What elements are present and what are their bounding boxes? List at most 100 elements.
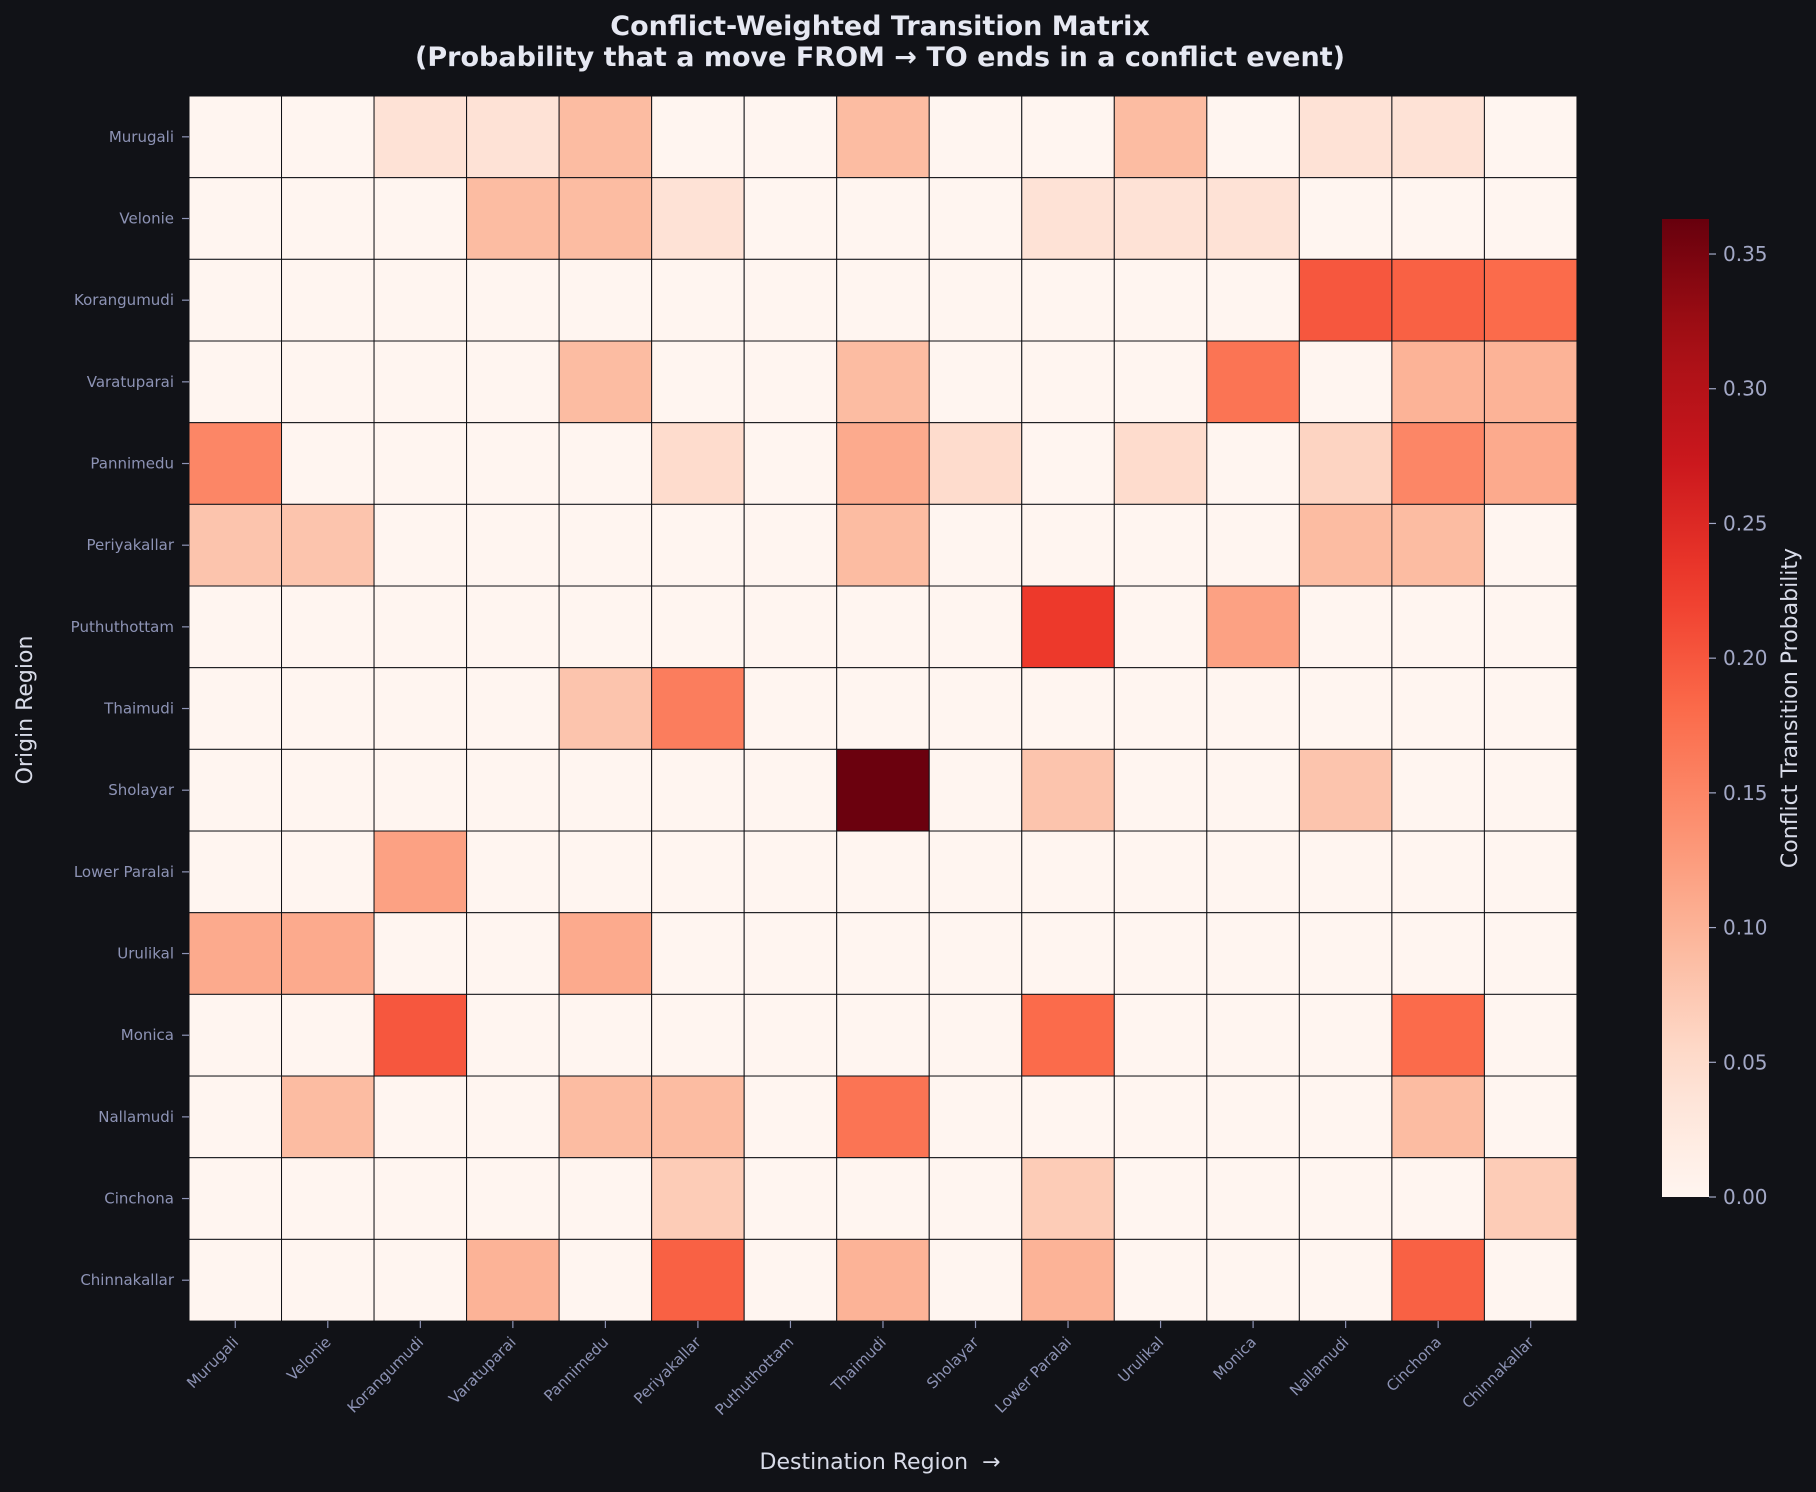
heatmap-cell: [558, 503, 653, 587]
heatmap-cell: [281, 1157, 375, 1240]
heatmap-cell: [1483, 340, 1578, 424]
colorbar-tick-label: 0.00: [1723, 1185, 1768, 1209]
heatmap-cell: [281, 422, 375, 505]
heatmap-cell: [1483, 177, 1578, 260]
heatmap-cell: [836, 177, 930, 260]
heatmap-cell: [281, 95, 375, 179]
heatmap-cell: [281, 830, 375, 914]
colorbar-label: Conflict Transition Probability: [1778, 548, 1803, 868]
heatmap-cell: [836, 585, 930, 669]
heatmap-cell: [743, 95, 838, 179]
heatmap-cell: [1206, 422, 1300, 505]
heatmap-cell: [1391, 95, 1485, 179]
heatmap-cell: [281, 340, 375, 424]
heatmap-cell: [743, 1157, 838, 1240]
heatmap-cell: [651, 667, 745, 750]
heatmap-cell: [558, 340, 653, 424]
heatmap-cell: [836, 1075, 930, 1159]
heatmap-cell: [651, 1075, 745, 1159]
heatmap-cell: [466, 422, 560, 505]
heatmap-cell: [1113, 340, 1208, 424]
heatmap-cell: [1113, 748, 1208, 832]
heatmap-cell: [466, 1238, 560, 1322]
heatmap-cell: [651, 503, 745, 587]
heatmap-cell: [928, 667, 1023, 750]
heatmap-cell: [743, 993, 838, 1077]
heatmap-cell: [188, 585, 283, 669]
heatmap-cell: [651, 830, 745, 914]
heatmap-cell: [1113, 1157, 1208, 1240]
heatmap-cell: [558, 993, 653, 1077]
heatmap-cell: [1113, 95, 1208, 179]
heatmap-cell: [373, 993, 468, 1077]
heatmap-cell: [1113, 912, 1208, 995]
heatmap-cell: [1113, 422, 1208, 505]
heatmap-cell: [1391, 340, 1485, 424]
heatmap-cell: [281, 258, 375, 342]
heatmap-cell: [373, 1157, 468, 1240]
colorbar-tick-label: 0.30: [1723, 377, 1768, 401]
heatmap-cell: [836, 830, 930, 914]
heatmap-cell: [1206, 585, 1300, 669]
heatmap-cell: [1021, 1238, 1115, 1322]
y-axis-ticks: Murugali Velonie Korangumudi Varatuparai Pan…: [71, 128, 189, 1289]
heatmap-cell: [188, 1238, 283, 1322]
y-tick-label: Korangumudi: [74, 291, 174, 309]
heatmap-cell: [836, 1157, 930, 1240]
heatmap-cell: [558, 1238, 653, 1322]
heatmap-cell: [1206, 95, 1300, 179]
heatmap-cell: [373, 422, 468, 505]
heatmap-cell: [281, 993, 375, 1077]
heatmap-cell: [1483, 1238, 1578, 1322]
heatmap-cell: [836, 503, 930, 587]
heatmap-cell: [1206, 993, 1300, 1077]
heatmap-cell: [1391, 1157, 1485, 1240]
heatmap-cell: [188, 258, 283, 342]
heatmap-cell: [1113, 258, 1208, 342]
heatmap-cell: [1113, 503, 1208, 587]
heatmap-cell: [1298, 1238, 1393, 1322]
heatmap-cell: [281, 1075, 375, 1159]
colorbar-tick-label: 0.20: [1723, 646, 1768, 670]
heatmap-cell: [1298, 1075, 1393, 1159]
heatmap-cell: [1298, 748, 1393, 832]
heatmap-cell: [1483, 667, 1578, 750]
heatmap-cell: [1021, 503, 1115, 587]
heatmap-cell: [1483, 830, 1578, 914]
heatmap-cell: [1206, 177, 1300, 260]
heatmap-cell: [281, 667, 375, 750]
heatmap-cell: [836, 993, 930, 1077]
heatmap-cell: [1021, 748, 1115, 832]
heatmap-cell: [1483, 503, 1578, 587]
heatmap-cell: [651, 422, 745, 505]
heatmap-cell: [1391, 1238, 1485, 1322]
heatmap-cell: [466, 912, 560, 995]
heatmap-cell: [466, 95, 560, 179]
heatmap-cell: [466, 993, 560, 1077]
heatmap-cell: [1483, 258, 1578, 342]
heatmap-cell: [558, 748, 653, 832]
heatmap-cell: [188, 177, 283, 260]
heatmap-cell: [1298, 830, 1393, 914]
heatmap-cell: [928, 993, 1023, 1077]
heatmap-cells: [188, 95, 1578, 1322]
heatmap-cell: [466, 1157, 560, 1240]
heatmap-cell: [373, 340, 468, 424]
heatmap-cell: [836, 340, 930, 424]
y-tick-label: Monica: [121, 1026, 174, 1044]
heatmap-cell: [1021, 667, 1115, 750]
y-tick-label: Chinnakallar: [80, 1271, 174, 1289]
heatmap-cell: [928, 340, 1023, 424]
heatmap-cell: [1298, 258, 1393, 342]
heatmap-cell: [1483, 993, 1578, 1077]
heatmap-cell: [1391, 422, 1485, 505]
y-tick-label: Velonie: [119, 210, 174, 228]
heatmap-cell: [188, 1157, 283, 1240]
heatmap-cell: [836, 1238, 930, 1322]
x-axis-label: Destination Region →: [760, 1450, 1001, 1475]
heatmap-cell: [1206, 503, 1300, 587]
heatmap-cell: [743, 422, 838, 505]
heatmap-cell: [1391, 258, 1485, 342]
heatmap-cell: [558, 667, 653, 750]
